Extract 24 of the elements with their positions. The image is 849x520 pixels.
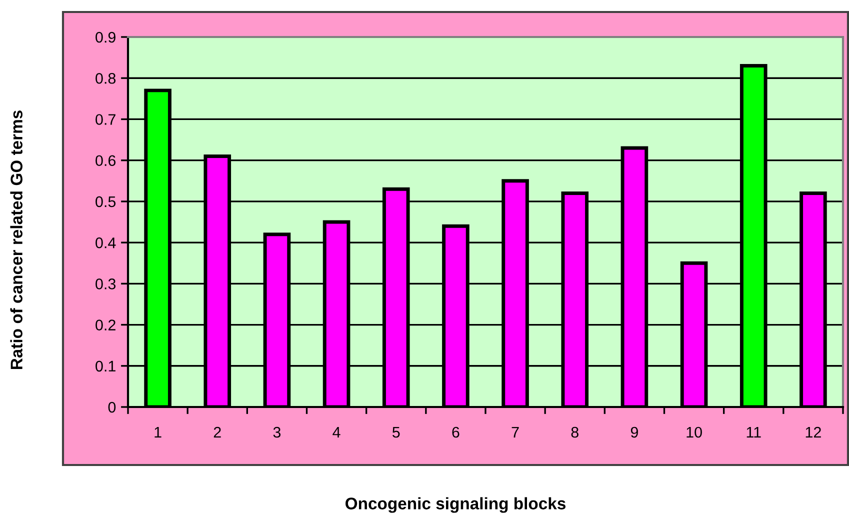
x-tick-label: 10 bbox=[686, 426, 702, 438]
y-tick-label: 0.4 bbox=[96, 237, 116, 248]
y-tick-label: 0.2 bbox=[96, 320, 116, 330]
y-tick-label: 0.9 bbox=[96, 32, 116, 43]
x-axis-title: Oncogenic signaling blocks bbox=[346, 497, 566, 513]
x-tick-label: 7 bbox=[512, 427, 519, 438]
y-tick-label: 0.6 bbox=[96, 155, 116, 166]
x-tick-label: 6 bbox=[452, 426, 460, 438]
y-tick-label: 0.8 bbox=[96, 72, 116, 84]
x-tick-label: 11 bbox=[746, 427, 761, 438]
y-tick-label: 0 bbox=[108, 402, 116, 413]
y-tick-label: 0.7 bbox=[96, 114, 116, 125]
x-tick-label: 3 bbox=[273, 426, 281, 438]
y-tick-label: 0.5 bbox=[96, 196, 116, 208]
x-tick-label: 12 bbox=[806, 426, 821, 438]
y-tick-label: 0.3 bbox=[96, 278, 116, 290]
x-tick-label: 1 bbox=[154, 427, 162, 438]
y-tick-label: 0.1 bbox=[96, 360, 116, 372]
x-tick-label: 2 bbox=[214, 426, 221, 438]
y-axis-title: Ratio of cancer related GO terms bbox=[10, 110, 22, 370]
x-tick-label: 8 bbox=[571, 426, 578, 438]
x-tick-label: 5 bbox=[392, 427, 400, 438]
x-tick-label: 9 bbox=[630, 426, 638, 438]
x-tick-label: 4 bbox=[332, 427, 340, 438]
